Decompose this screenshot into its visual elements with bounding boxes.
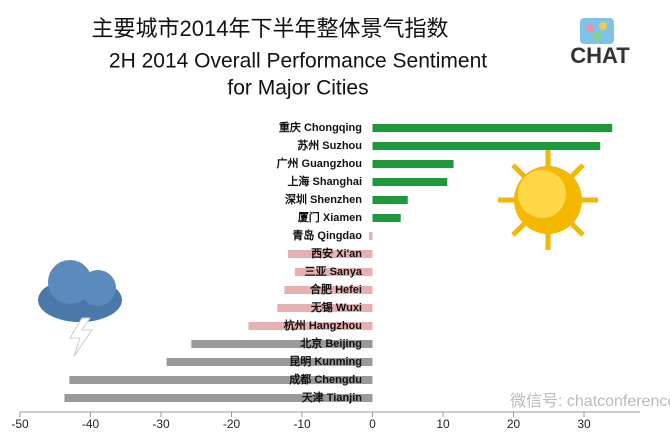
y-tick-label: 北京 Beijing (300, 336, 362, 350)
bar (372, 160, 454, 168)
bar (372, 178, 448, 186)
y-tick-label: 合肥 Hefei (310, 282, 362, 296)
logo-icon (580, 18, 614, 44)
y-tick-label: 成都 Chengdu (289, 372, 362, 386)
x-tick-label: -50 (11, 417, 29, 431)
x-tick-label: 0 (369, 417, 376, 431)
bar (248, 322, 373, 330)
watermark: 微信号: chatconference (510, 392, 670, 410)
bar (372, 142, 601, 150)
bar (372, 214, 401, 222)
y-tick-label: 三亚 Sanya (305, 265, 363, 278)
bar (368, 232, 373, 240)
x-tick-label: 10 (436, 417, 450, 431)
y-tick-label: 青岛 Qingdao (292, 228, 362, 242)
x-tick-label: -10 (293, 417, 311, 431)
bar (287, 250, 373, 258)
y-tick-label: 厦门 Xiamen (298, 210, 362, 224)
chart-subtitle: 2H 2014 Overall Performance Sentiment (109, 50, 487, 73)
sun-icon (498, 150, 598, 250)
logo: CHAT (570, 43, 630, 68)
chart-title: 主要城市2014年下半年整体景气指数 (92, 16, 449, 41)
x-tick-label: -20 (223, 417, 241, 431)
bar (277, 304, 373, 312)
x-tick-label: -40 (82, 417, 100, 431)
bar (294, 268, 373, 276)
y-tick-label: 西安 Xi'an (311, 246, 362, 260)
bar (64, 394, 373, 402)
x-tick-label: -30 (152, 417, 170, 431)
bar (372, 196, 408, 204)
y-tick-label: 重庆 Chongqing (279, 120, 362, 134)
x-tick-label: 20 (507, 417, 521, 431)
y-tick-label: 杭州 Hangzhou (284, 318, 362, 332)
y-tick-label: 昆明 Kunming (289, 355, 362, 368)
bar (191, 340, 373, 348)
bar (69, 376, 373, 384)
y-tick-label: 天津 Tianjin (302, 390, 363, 404)
y-tick-label: 广州 Guangzhou (276, 156, 362, 170)
y-tick-label: 上海 Shanghai (287, 174, 362, 188)
y-tick-label: 苏州 Suzhou (297, 138, 362, 152)
y-tick-label: 无锡 Wuxi (310, 300, 362, 314)
x-tick-label: 30 (577, 417, 591, 431)
cloud-icon (38, 260, 122, 357)
chart-subtitle: for Major Cities (227, 77, 368, 100)
y-tick-label: 深圳 Shenzhen (285, 192, 362, 206)
bar (284, 286, 373, 294)
bar (372, 124, 613, 132)
bar (166, 358, 373, 366)
